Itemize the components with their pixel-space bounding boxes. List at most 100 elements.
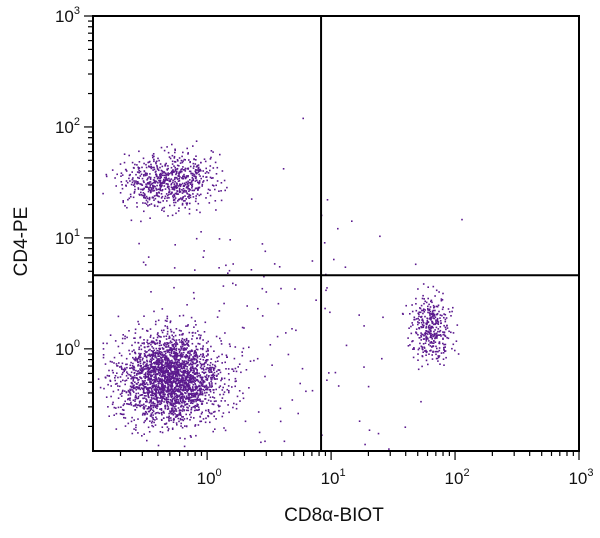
scatter-point xyxy=(194,380,197,383)
scatter-point xyxy=(133,337,135,339)
scatter-point xyxy=(169,404,172,406)
scatter-point xyxy=(173,392,176,395)
scatter-point xyxy=(184,371,187,373)
scatter-point xyxy=(178,412,181,415)
scatter-point xyxy=(150,365,152,368)
scatter-point xyxy=(184,386,186,388)
scatter-point xyxy=(160,351,162,353)
scatter-point xyxy=(189,196,192,199)
scatter-point xyxy=(167,367,170,370)
scatter-point xyxy=(257,307,259,310)
scatter-point xyxy=(178,183,181,185)
scatter-point xyxy=(175,192,178,194)
scatter-point xyxy=(177,388,179,390)
scatter-point xyxy=(437,330,439,333)
scatter-point xyxy=(160,362,163,364)
scatter-point xyxy=(193,158,195,161)
scatter-point xyxy=(187,340,190,342)
scatter-point xyxy=(177,399,180,401)
scatter-point xyxy=(167,167,169,170)
scatter-point xyxy=(125,391,128,394)
scatter-point xyxy=(225,368,227,370)
scatter-point xyxy=(153,205,156,207)
scatter-point xyxy=(132,368,135,371)
scatter-point xyxy=(178,172,180,175)
scatter-point xyxy=(129,364,132,367)
scatter-point xyxy=(344,266,347,268)
scatter-point xyxy=(139,364,141,367)
scatter-point xyxy=(161,419,163,421)
scatter-point xyxy=(147,393,149,395)
scatter-point xyxy=(210,376,212,379)
scatter-point xyxy=(145,185,148,188)
scatter-point xyxy=(140,193,143,196)
scatter-point xyxy=(125,180,128,182)
scatter-point xyxy=(436,319,439,321)
scatter-point xyxy=(429,333,431,335)
scatter-point xyxy=(212,185,215,187)
scatter-point xyxy=(134,341,136,344)
scatter-point xyxy=(420,304,423,307)
scatter-point xyxy=(209,390,212,393)
scatter-point xyxy=(114,177,116,179)
scatter-point xyxy=(186,186,189,189)
scatter-point xyxy=(180,383,182,386)
scatter-point xyxy=(218,267,220,269)
scatter-point xyxy=(442,358,445,360)
scatter-point xyxy=(147,343,149,345)
scatter-point xyxy=(191,187,193,189)
scatter-point xyxy=(122,404,125,407)
scatter-point xyxy=(147,369,150,372)
scatter-point xyxy=(173,357,175,360)
scatter-point xyxy=(170,419,172,422)
scatter-point xyxy=(206,374,208,376)
scatter-point xyxy=(180,414,182,416)
scatter-point xyxy=(165,401,168,404)
scatter-point xyxy=(161,359,164,361)
scatter-point xyxy=(203,389,206,392)
scatter-point xyxy=(146,376,148,378)
scatter-point xyxy=(242,397,245,400)
scatter-point xyxy=(151,385,153,388)
scatter-point xyxy=(221,170,224,172)
scatter-point xyxy=(163,182,165,184)
scatter-point xyxy=(182,387,185,390)
scatter-point xyxy=(153,310,155,313)
scatter-point xyxy=(139,376,141,378)
scatter-point xyxy=(178,373,180,376)
scatter-point xyxy=(446,324,448,327)
scatter-point xyxy=(102,342,105,345)
scatter-point xyxy=(189,359,192,362)
y-tick-label: 100 xyxy=(55,338,80,359)
scatter-point xyxy=(196,356,199,359)
scatter-point xyxy=(157,332,159,334)
scatter-point xyxy=(223,391,226,393)
scatter-point xyxy=(219,405,221,407)
scatter-point xyxy=(189,362,192,365)
scatter-point xyxy=(118,352,121,354)
scatter-point xyxy=(199,380,202,383)
scatter-point xyxy=(166,371,169,373)
scatter-point xyxy=(111,169,114,171)
scatter-point xyxy=(177,378,179,380)
scatter-point xyxy=(165,179,167,181)
scatter-point xyxy=(174,365,176,367)
scatter-point xyxy=(143,196,145,199)
scatter-point xyxy=(212,403,215,406)
scatter-point xyxy=(177,382,180,384)
scatter-point xyxy=(422,351,424,353)
scatter-point xyxy=(134,405,136,407)
scatter-point xyxy=(185,175,188,177)
scatter-point xyxy=(206,378,209,380)
scatter-point xyxy=(128,390,130,393)
scatter-point xyxy=(174,166,176,169)
scatter-point xyxy=(160,391,163,394)
scatter-point xyxy=(133,190,136,193)
scatter-point xyxy=(156,349,158,352)
scatter-point xyxy=(411,304,413,306)
scatter-point xyxy=(107,383,109,386)
scatter-point xyxy=(154,393,156,395)
scatter-point xyxy=(434,295,436,297)
scatter-point xyxy=(123,403,126,405)
scatter-point xyxy=(170,172,172,174)
